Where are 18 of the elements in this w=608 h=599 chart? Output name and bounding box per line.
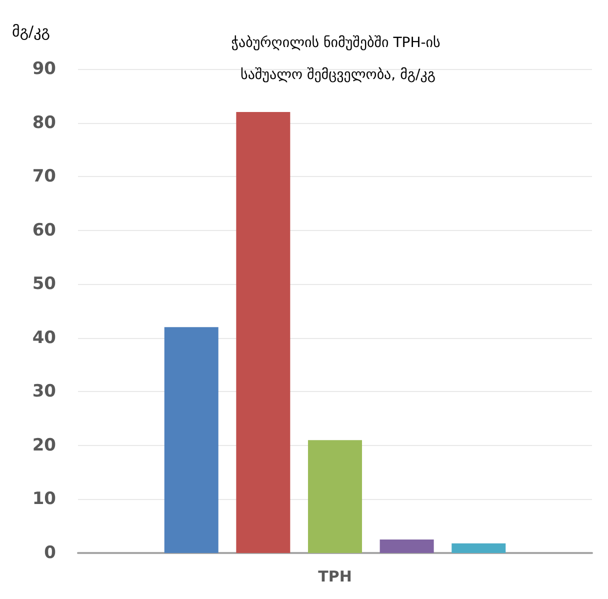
y-tick-label: 60 xyxy=(32,220,56,240)
y-tick-label: 70 xyxy=(32,166,56,187)
y-axis-title: მგ/კგ xyxy=(12,22,50,40)
y-tick-label: 30 xyxy=(32,382,56,402)
y-tick-label: 20 xyxy=(32,435,56,456)
y-tick-label: 10 xyxy=(32,489,56,510)
y-tick-label: 90 xyxy=(32,59,56,79)
bar xyxy=(452,543,506,553)
y-tick-label: 50 xyxy=(32,274,56,294)
y-tick-label: 80 xyxy=(32,112,56,133)
y-tick-label: 0 xyxy=(44,543,56,563)
bar xyxy=(308,440,362,553)
y-tick-label: 40 xyxy=(32,328,56,348)
bar xyxy=(380,540,434,553)
bar xyxy=(236,112,290,553)
bar xyxy=(164,327,218,553)
chart-title: ჭაბურღილის ნიმუშებში TPH-ის საშუალო შემცველობა, მგ/კგ xyxy=(231,35,445,83)
x-tick-label: TPH xyxy=(318,568,352,586)
